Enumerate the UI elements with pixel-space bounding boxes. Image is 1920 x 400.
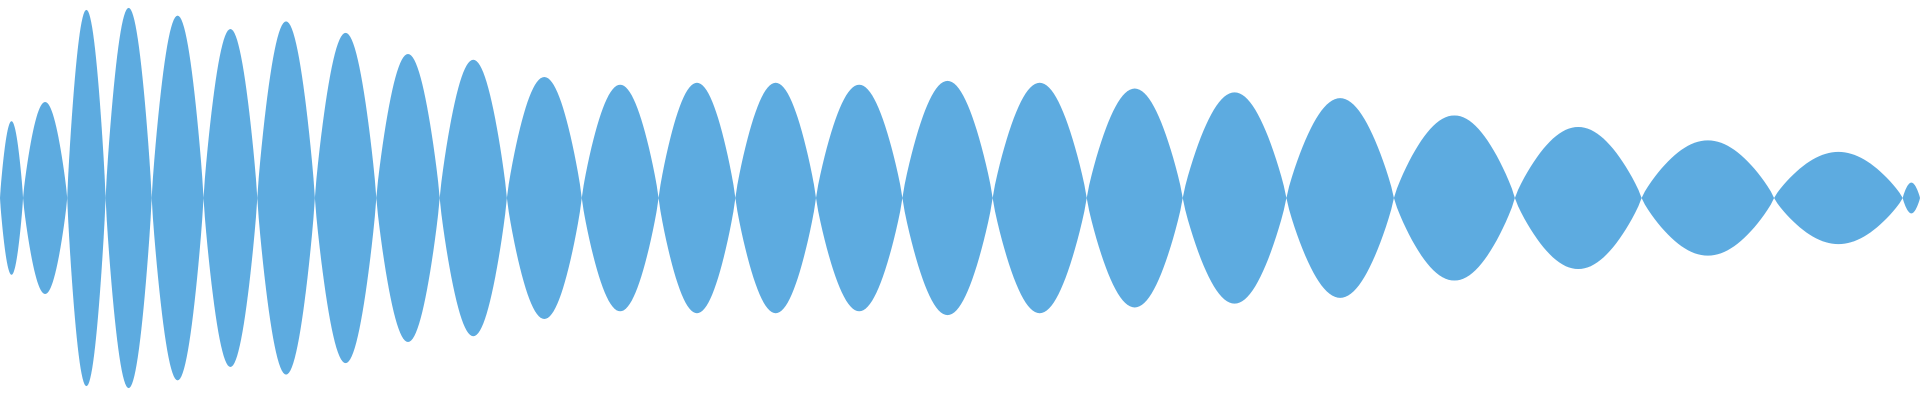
waveform-lobe [902, 80, 993, 316]
waveform-lobe [1286, 98, 1394, 298]
waveform-lobe [992, 82, 1087, 314]
waveform-lobe [257, 21, 315, 375]
waveform-lobe [506, 77, 582, 319]
waveform-lobe [105, 7, 152, 389]
waveform-lobe [23, 102, 68, 294]
waveform-lobe [1182, 92, 1287, 304]
waveform-lobe [376, 54, 440, 342]
waveform-lobe [1393, 115, 1515, 281]
waveform-lobe [0, 121, 24, 275]
waveform-lobe [1641, 140, 1775, 256]
waveform-lobe [735, 82, 816, 314]
waveform-lobe [203, 29, 258, 367]
waveform-lobe [1514, 126, 1642, 270]
waveform-lobe [1774, 151, 1903, 245]
waveform-lobe [67, 9, 106, 387]
waveform-lobe [151, 15, 204, 381]
waveform-lobe [439, 59, 507, 337]
waveform-lobe [1902, 182, 1920, 214]
waveform-lobe [314, 32, 377, 364]
waveform-lobe [816, 84, 903, 312]
waveform-lobe [581, 84, 659, 312]
waveform-lobe [1086, 88, 1183, 308]
waveform-lobe [658, 82, 736, 314]
